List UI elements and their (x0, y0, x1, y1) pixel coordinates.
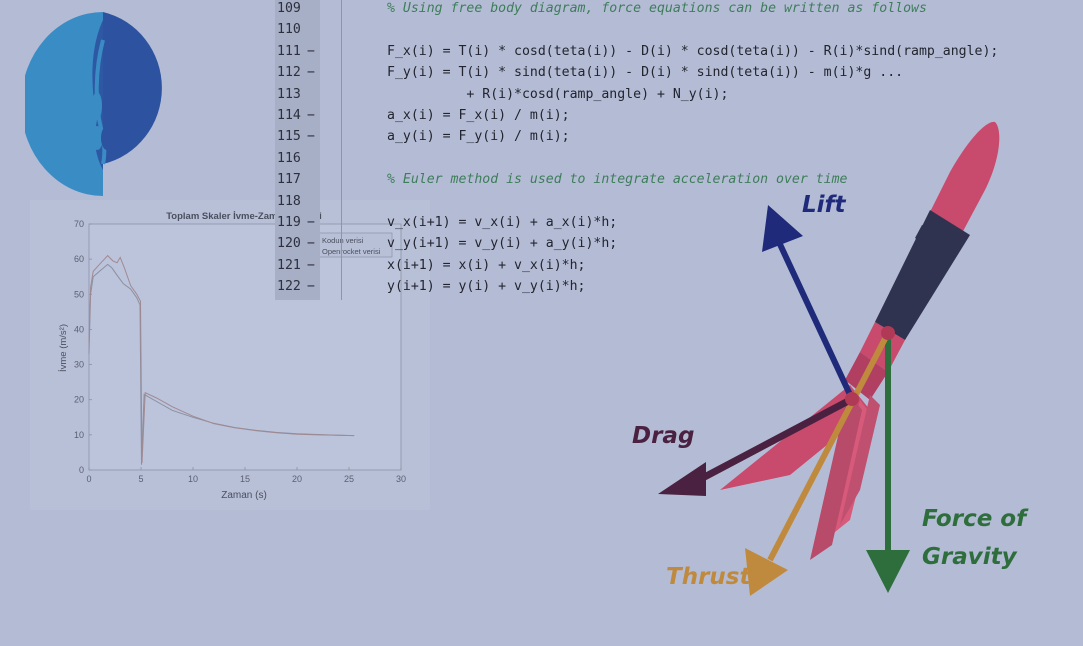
x-tick-label: 20 (292, 474, 302, 484)
breakpoint-marker[interactable]: − (307, 236, 315, 252)
line-number: 117 (277, 172, 301, 188)
lift-label: Lift (802, 192, 846, 218)
code-text: + R(i)*cosd(ramp_angle) + N_y(i); (387, 86, 729, 102)
code-text: y(i+1) = y(i) + v_y(i)*h; (387, 279, 586, 295)
code-line: 114− a_x(i) = F_x(i) / m(i); (275, 108, 1075, 129)
line-number: 116 (277, 150, 301, 166)
logo-icon (25, 12, 162, 196)
code-editor: 109 % Using free body diagram, force equa… (275, 0, 1075, 300)
y-tick-label: 60 (74, 254, 84, 264)
breakpoint-marker[interactable]: − (307, 279, 315, 295)
x-tick-label: 25 (344, 474, 354, 484)
code-comment: % Euler method is used to integrate acce… (387, 172, 848, 188)
series-line-1 (88, 254, 355, 464)
y-tick-label: 10 (74, 430, 84, 440)
line-number: 115 (277, 129, 301, 145)
code-line: 109 % Using free body diagram, force equa… (275, 1, 1075, 22)
line-number: 109 (277, 1, 301, 16)
gutter-divider (341, 0, 342, 300)
breakpoint-marker[interactable]: − (307, 257, 315, 273)
y-tick-label: 50 (74, 289, 84, 299)
x-tick-label: 30 (396, 474, 406, 484)
gravity-label-line2: Gravity (922, 544, 1017, 570)
line-number: 114 (277, 108, 301, 123)
code-text: a_y(i) = F_y(i) / m(i); (387, 129, 570, 145)
rocket-icon (720, 121, 1000, 560)
legend-item-openrocket: Openrocket verisi (322, 247, 381, 256)
y-tick-label: 20 (74, 395, 84, 405)
code-line: 112− F_y(i) = T(i) * sind(teta(i)) - D(i)… (275, 65, 1075, 86)
x-axis-label: Zaman (s) (221, 490, 267, 501)
code-line: 118 (275, 194, 1075, 215)
breakpoint-marker[interactable]: − (307, 129, 315, 145)
gravity-label-line1: Force of (922, 506, 1027, 532)
code-text: x(i+1) = x(i) + v_x(i)*h; (387, 257, 586, 273)
line-number: 113 (277, 86, 301, 102)
rocket-free-body-diagram (658, 121, 1000, 596)
y-tick-label: 70 (74, 219, 84, 229)
code-line: 111− F_x(i) = T(i) * cosd(teta(i)) - D(i)… (275, 44, 1075, 65)
line-number: 111 (277, 43, 301, 59)
code-line: 120− v_y(i+1) = v_y(i) + a_y(i)*h; (275, 236, 1075, 257)
code-line: 116 (275, 151, 1075, 172)
breakpoint-marker[interactable]: − (307, 65, 315, 81)
code-line: 113 + R(i)*cosd(ramp_angle) + N_y(i); (275, 87, 1075, 108)
code-text: a_x(i) = F_x(i) / m(i); (387, 108, 570, 123)
code-text: v_y(i+1) = v_y(i) + a_y(i)*h; (387, 236, 618, 252)
drag-arrowhead (658, 462, 706, 496)
code-line: 115− a_y(i) = F_y(i) / m(i); (275, 129, 1075, 150)
code-line: 121− x(i+1) = x(i) + v_x(i)*h; (275, 258, 1075, 279)
code-text: v_x(i+1) = v_x(i) + a_x(i)*h; (387, 215, 618, 230)
breakpoint-marker[interactable]: − (307, 43, 315, 59)
x-tick-label: 5 (138, 474, 143, 484)
thrust-label: Thrust (666, 564, 751, 590)
y-tick-label: 0 (79, 465, 84, 475)
line-number: 119 (277, 215, 301, 230)
line-number: 122 (277, 279, 301, 295)
line-number: 118 (277, 193, 301, 209)
y-tick-label: 40 (74, 324, 84, 334)
line-number: 120 (277, 236, 301, 252)
gravity-arrowhead (866, 550, 910, 593)
code-line: 119− v_x(i+1) = v_x(i) + a_x(i)*h; (275, 215, 1075, 236)
chart-title: Toplam Skaler İvme-Zaman Grafiği (166, 211, 322, 222)
breakpoint-marker[interactable]: − (307, 108, 315, 123)
x-tick-label: 10 (188, 474, 198, 484)
line-number: 110 (277, 22, 301, 38)
x-tick-label: 15 (240, 474, 250, 484)
y-tick-label: 30 (74, 360, 84, 370)
code-line: 122− y(i+1) = y(i) + v_y(i)*h; (275, 279, 1075, 300)
code-comment: % Using free body diagram, force equatio… (387, 1, 927, 16)
drag-label: Drag (632, 423, 695, 449)
breakpoint-marker[interactable]: − (307, 215, 315, 230)
acceleration-chart: Toplam Skaler İvme-Zaman Grafiği 0 5 10 15 2… (30, 200, 430, 510)
line-number-gutter (275, 0, 320, 300)
code-text: F_y(i) = T(i) * sind(teta(i)) - D(i) * s… (387, 65, 904, 81)
y-axis-label: İvme (m/s²) (58, 324, 69, 372)
code-line: 110 (275, 22, 1075, 43)
thrust-arrowhead (745, 548, 788, 596)
x-tick-label: 0 (86, 474, 91, 484)
lift-arrowhead (762, 205, 803, 252)
line-number: 121 (277, 257, 301, 273)
legend-item-kodun: Kodun verisi (322, 236, 364, 245)
code-text: F_x(i) = T(i) * cosd(teta(i)) - D(i) * c… (387, 43, 999, 59)
line-number: 112 (277, 65, 301, 81)
code-line: 117 % Euler method is used to integrate a… (275, 172, 1075, 193)
